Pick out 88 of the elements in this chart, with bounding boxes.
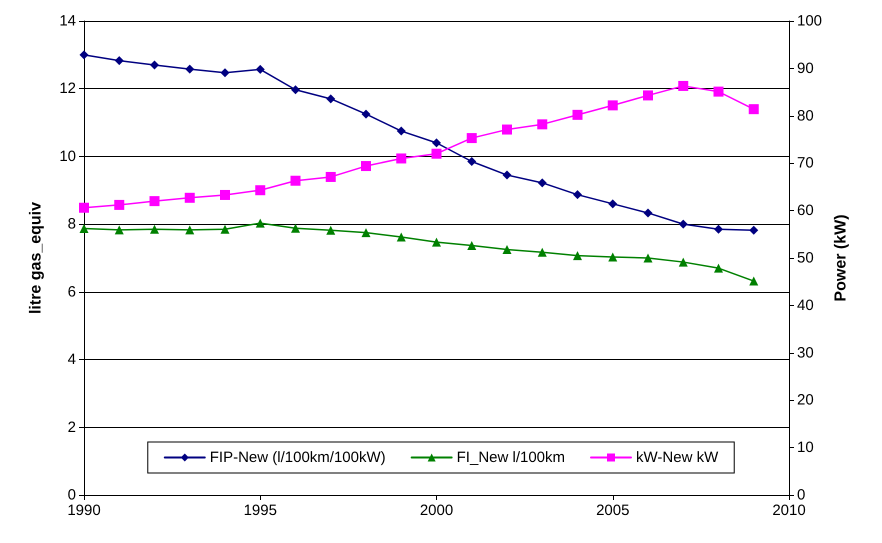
- point: [362, 110, 370, 119]
- point: [678, 258, 688, 267]
- y-tick-label: 10: [59, 148, 76, 165]
- point: [608, 100, 618, 110]
- point: [714, 224, 723, 234]
- point: [326, 94, 336, 104]
- y2-tick-label: 60: [797, 202, 814, 220]
- point: [502, 170, 512, 180]
- point: [644, 254, 652, 262]
- y2-tick-label: 80: [797, 107, 814, 124]
- point: [256, 218, 265, 228]
- point: [80, 50, 88, 60]
- point: [608, 252, 618, 262]
- point: [678, 80, 688, 91]
- y2-tick-label: 0: [797, 486, 806, 504]
- point: [291, 224, 300, 233]
- point: [749, 226, 758, 235]
- legend-label: FIP-New (l/100km/100kW): [210, 449, 386, 466]
- y2-tick-label: 10: [797, 439, 814, 456]
- point: [537, 119, 548, 130]
- point: [748, 104, 759, 114]
- point: [396, 153, 406, 164]
- x-tick-label: 2010: [772, 502, 806, 519]
- point: [467, 240, 476, 250]
- x-tick-label: 2005: [596, 502, 630, 519]
- y-tick-label: 2: [68, 418, 76, 436]
- point: [291, 85, 300, 94]
- point: [255, 185, 266, 196]
- y-axis-title: litre gas_equiv: [28, 202, 44, 314]
- point: [467, 157, 476, 166]
- point: [114, 225, 124, 234]
- point: [643, 90, 653, 100]
- point: [185, 64, 194, 74]
- point: [184, 192, 195, 203]
- point: [502, 245, 512, 254]
- y2-tick-label: 30: [797, 344, 814, 362]
- y2-tick-label: 100: [797, 12, 822, 30]
- point: [714, 86, 724, 97]
- point: [432, 138, 441, 148]
- point: [361, 161, 371, 172]
- y2-tick-label: 90: [797, 60, 814, 77]
- x-tick-label: 1995: [244, 502, 277, 519]
- y-tick-label: 14: [59, 12, 76, 30]
- point: [150, 60, 159, 70]
- point: [79, 202, 89, 213]
- y-tick-label: 6: [68, 283, 76, 300]
- y-tick-label: 0: [68, 486, 76, 504]
- point: [573, 190, 582, 200]
- point: [326, 172, 336, 182]
- point: [749, 276, 758, 286]
- point: [572, 110, 582, 120]
- x-tick-label: 1990: [67, 502, 101, 519]
- x-tick-label: 2000: [420, 502, 454, 519]
- point: [644, 208, 652, 218]
- point: [150, 224, 159, 234]
- y2-tick-label: 20: [797, 392, 814, 409]
- point: [220, 224, 230, 234]
- point: [220, 68, 230, 78]
- point: [608, 199, 618, 208]
- y2-tick-label: 70: [797, 154, 814, 172]
- point: [150, 196, 160, 206]
- point: [432, 148, 442, 159]
- point: [573, 251, 582, 260]
- y2-axis-title: Power (kW): [832, 214, 850, 302]
- point: [538, 178, 547, 188]
- y2-tick-label: 40: [797, 296, 814, 314]
- legend-label: FI_New l/100km: [456, 449, 566, 466]
- y-tick-label: 12: [59, 80, 76, 98]
- point: [326, 226, 336, 235]
- point: [185, 225, 194, 234]
- point: [114, 200, 124, 210]
- point: [290, 176, 300, 186]
- y-tick-label: 4: [68, 351, 76, 368]
- y2-tick-label: 50: [797, 250, 814, 266]
- point: [538, 248, 547, 257]
- point: [678, 220, 688, 229]
- point: [502, 124, 512, 135]
- point: [714, 264, 723, 273]
- legend-label: kW-New kW: [636, 449, 720, 466]
- point: [220, 190, 230, 200]
- point: [256, 64, 265, 74]
- point: [466, 133, 477, 144]
- y-tick-label: 8: [68, 216, 76, 233]
- point: [362, 228, 370, 238]
- point: [114, 56, 124, 66]
- point: [396, 232, 406, 242]
- point: [432, 238, 441, 247]
- point: [396, 126, 406, 136]
